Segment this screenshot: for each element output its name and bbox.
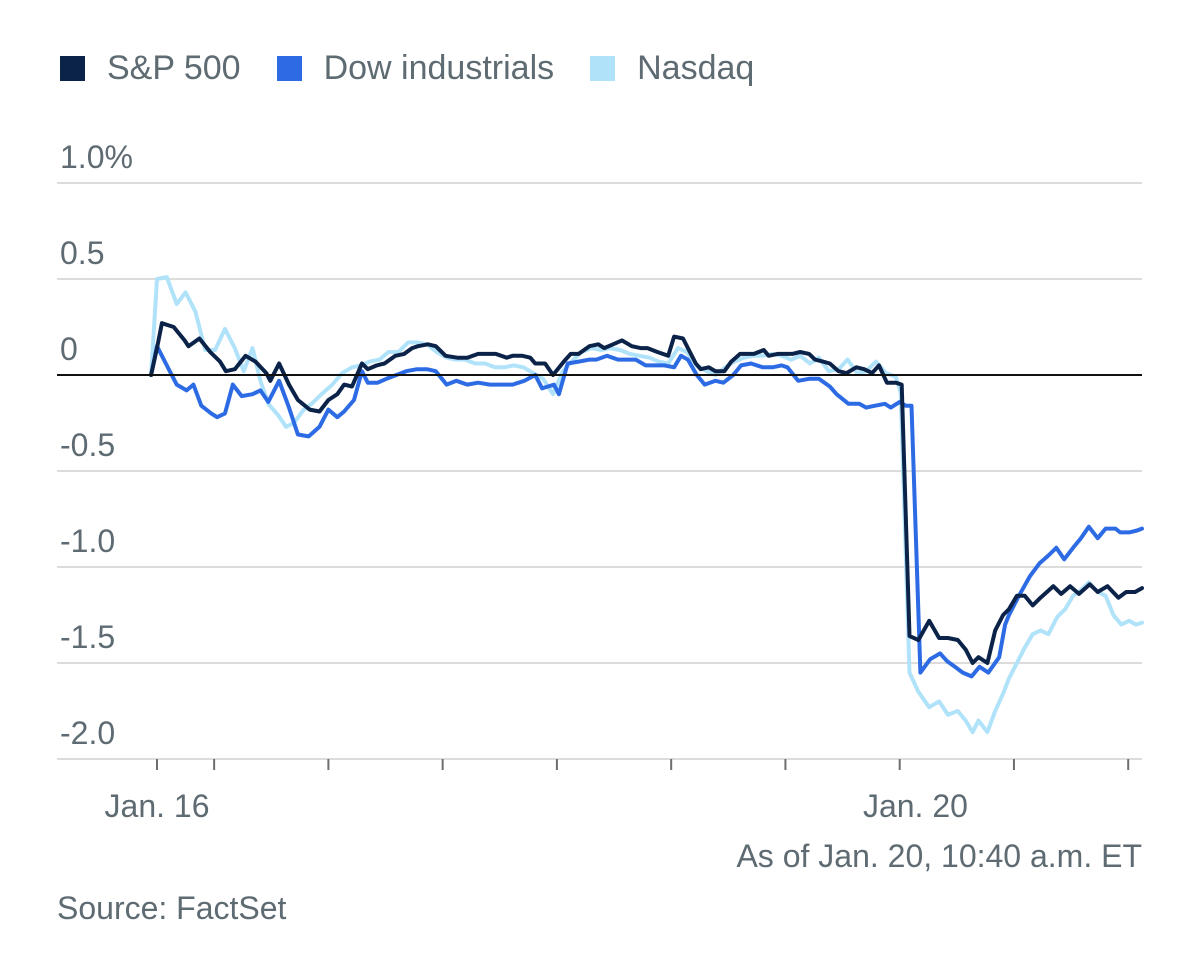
y-tick-label: 1.0% xyxy=(60,139,133,175)
legend-label: S&P 500 xyxy=(107,48,241,87)
y-tick-label: 0.5 xyxy=(60,235,104,271)
series-line-nasdaq xyxy=(149,275,1144,735)
series-layer xyxy=(149,275,1144,735)
x-tick-label: Jan. 20 xyxy=(863,788,968,824)
legend-item: Dow industrials xyxy=(276,48,555,88)
legend-label: Nasdaq xyxy=(637,48,755,87)
y-tick-label: -0.5 xyxy=(60,427,115,463)
legend: S&P 500 Dow industrials Nasdaq xyxy=(60,46,790,90)
y-axis-labels: 1.0% 0.5 0 -0.5 -1.0 -1.5 -2.0 xyxy=(60,139,133,751)
legend-item: S&P 500 xyxy=(60,49,241,88)
legend-swatch xyxy=(60,55,85,81)
timestamp-note: As of Jan. 20, 10:40 a.m. ET xyxy=(736,838,1142,874)
source-credit: Source: FactSet xyxy=(57,890,287,926)
x-axis: Jan. 16 Jan. 20 xyxy=(105,759,1130,824)
series-line-s-p-500 xyxy=(149,321,1144,665)
legend-label: Dow industrials xyxy=(323,48,555,87)
series-line-dow-industrials xyxy=(149,344,1144,679)
legend-swatch xyxy=(276,55,302,81)
legend-swatch xyxy=(590,55,616,81)
y-tick-label: 0 xyxy=(60,331,78,367)
gridlines xyxy=(57,182,1142,760)
legend-item: Nasdaq xyxy=(590,49,754,88)
y-tick-label: -1.5 xyxy=(60,619,115,655)
y-tick-label: -1.0 xyxy=(60,523,115,559)
x-tick-label: Jan. 16 xyxy=(105,788,210,824)
y-tick-label: -2.0 xyxy=(60,715,115,751)
